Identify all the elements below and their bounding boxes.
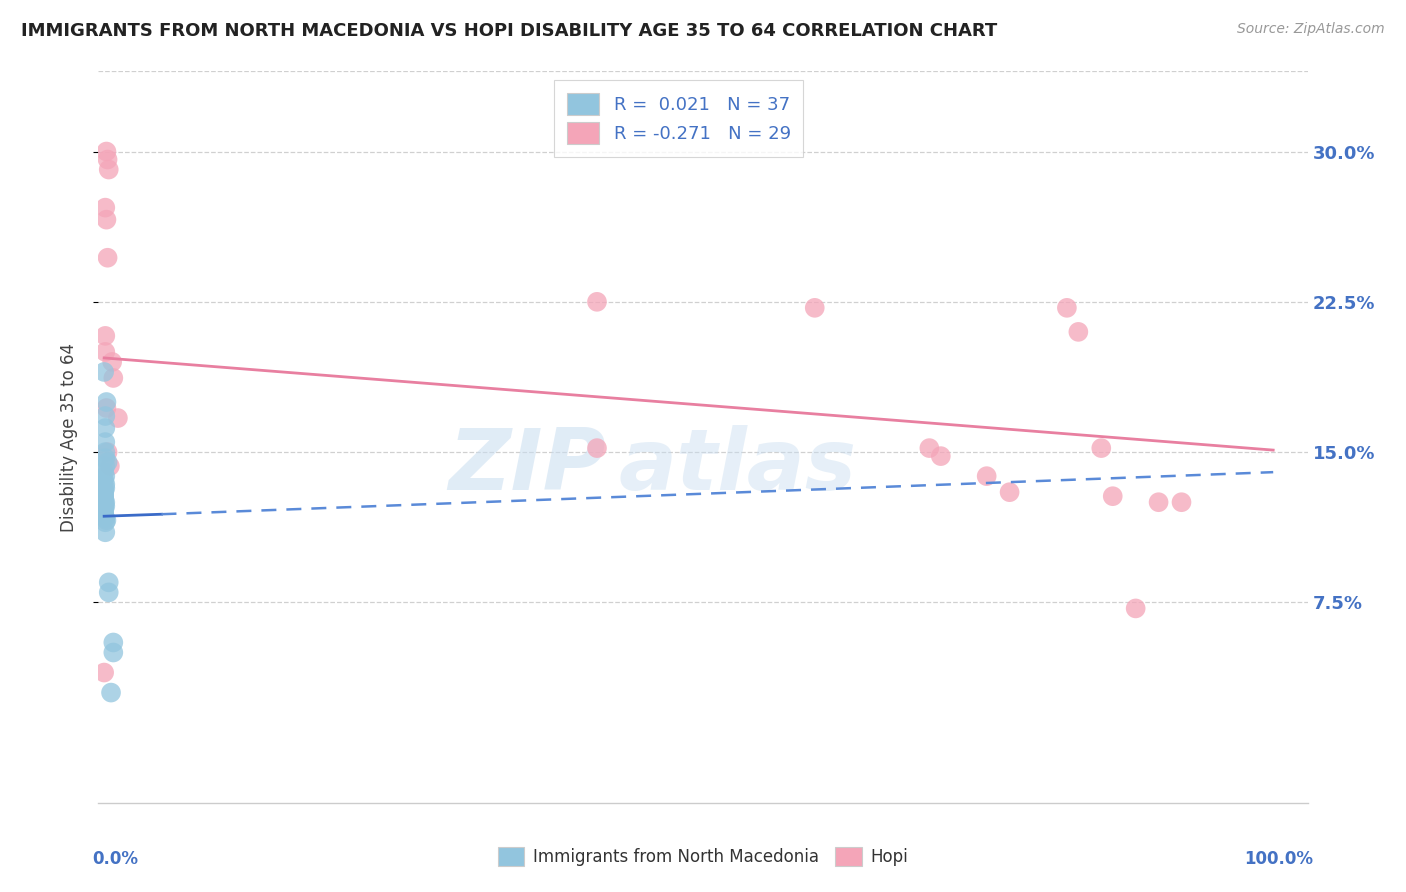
Point [93, 507, 115, 521]
Y-axis label: Disability Age 35 to 64: Disability Age 35 to 64 [59, 343, 77, 532]
Point [103, 371, 125, 385]
Point [94, 469, 117, 483]
Text: IMMIGRANTS FROM NORTH MACEDONIA VS HOPI DISABILITY AGE 35 TO 64 CORRELATION CHAR: IMMIGRANTS FROM NORTH MACEDONIA VS HOPI … [21, 22, 997, 40]
Point [96, 145, 118, 159]
Point [1056, 301, 1078, 315]
Point [93, 485, 115, 500]
Point [94, 451, 117, 466]
Point [1125, 601, 1147, 615]
Point [97, 153, 120, 167]
Point [107, 411, 129, 425]
Text: 0.0%: 0.0% [93, 850, 138, 868]
Point [93, 493, 115, 508]
Point [93, 501, 115, 516]
Point [586, 294, 609, 309]
Point [1067, 325, 1090, 339]
Legend: Immigrants from North Macedonia, Hopi: Immigrants from North Macedonia, Hopi [491, 840, 915, 873]
Legend: R =  0.021   N = 37, R = -0.271   N = 29: R = 0.021 N = 37, R = -0.271 N = 29 [554, 80, 803, 157]
Point [97, 575, 120, 590]
Point [93, 487, 115, 501]
Point [998, 485, 1021, 500]
Point [97, 585, 120, 599]
Point [93, 509, 115, 524]
Point [97, 455, 120, 469]
Point [93, 365, 115, 379]
Point [1147, 495, 1170, 509]
Point [94, 435, 117, 450]
Point [93, 503, 115, 517]
Point [96, 401, 118, 415]
Text: ZIP: ZIP [449, 425, 606, 508]
Point [94, 445, 117, 459]
Point [93, 483, 115, 498]
Point [101, 355, 124, 369]
Text: Source: ZipAtlas.com: Source: ZipAtlas.com [1237, 22, 1385, 37]
Point [94, 329, 117, 343]
Point [1101, 489, 1123, 503]
Point [94, 421, 117, 435]
Point [103, 646, 125, 660]
Point [93, 465, 115, 479]
Point [586, 441, 609, 455]
Point [94, 525, 117, 540]
Point [94, 481, 117, 495]
Point [97, 162, 120, 177]
Point [98, 459, 121, 474]
Point [97, 445, 120, 459]
Point [94, 459, 117, 474]
Text: 100.0%: 100.0% [1244, 850, 1313, 868]
Point [1090, 441, 1112, 455]
Point [97, 251, 120, 265]
Point [803, 301, 825, 315]
Point [93, 665, 115, 680]
Point [1170, 495, 1192, 509]
Point [96, 513, 118, 527]
Point [93, 497, 115, 511]
Point [94, 511, 117, 525]
Point [94, 500, 117, 514]
Point [100, 685, 122, 699]
Point [94, 201, 117, 215]
Point [94, 515, 117, 529]
Point [976, 469, 998, 483]
Point [93, 473, 115, 487]
Point [94, 345, 117, 359]
Point [93, 489, 115, 503]
Point [96, 212, 118, 227]
Text: atlas: atlas [619, 425, 856, 508]
Point [93, 505, 115, 519]
Point [94, 409, 117, 423]
Point [93, 491, 115, 506]
Point [96, 395, 118, 409]
Point [103, 635, 125, 649]
Point [94, 495, 117, 509]
Point [94, 477, 117, 491]
Point [918, 441, 941, 455]
Point [929, 449, 952, 463]
